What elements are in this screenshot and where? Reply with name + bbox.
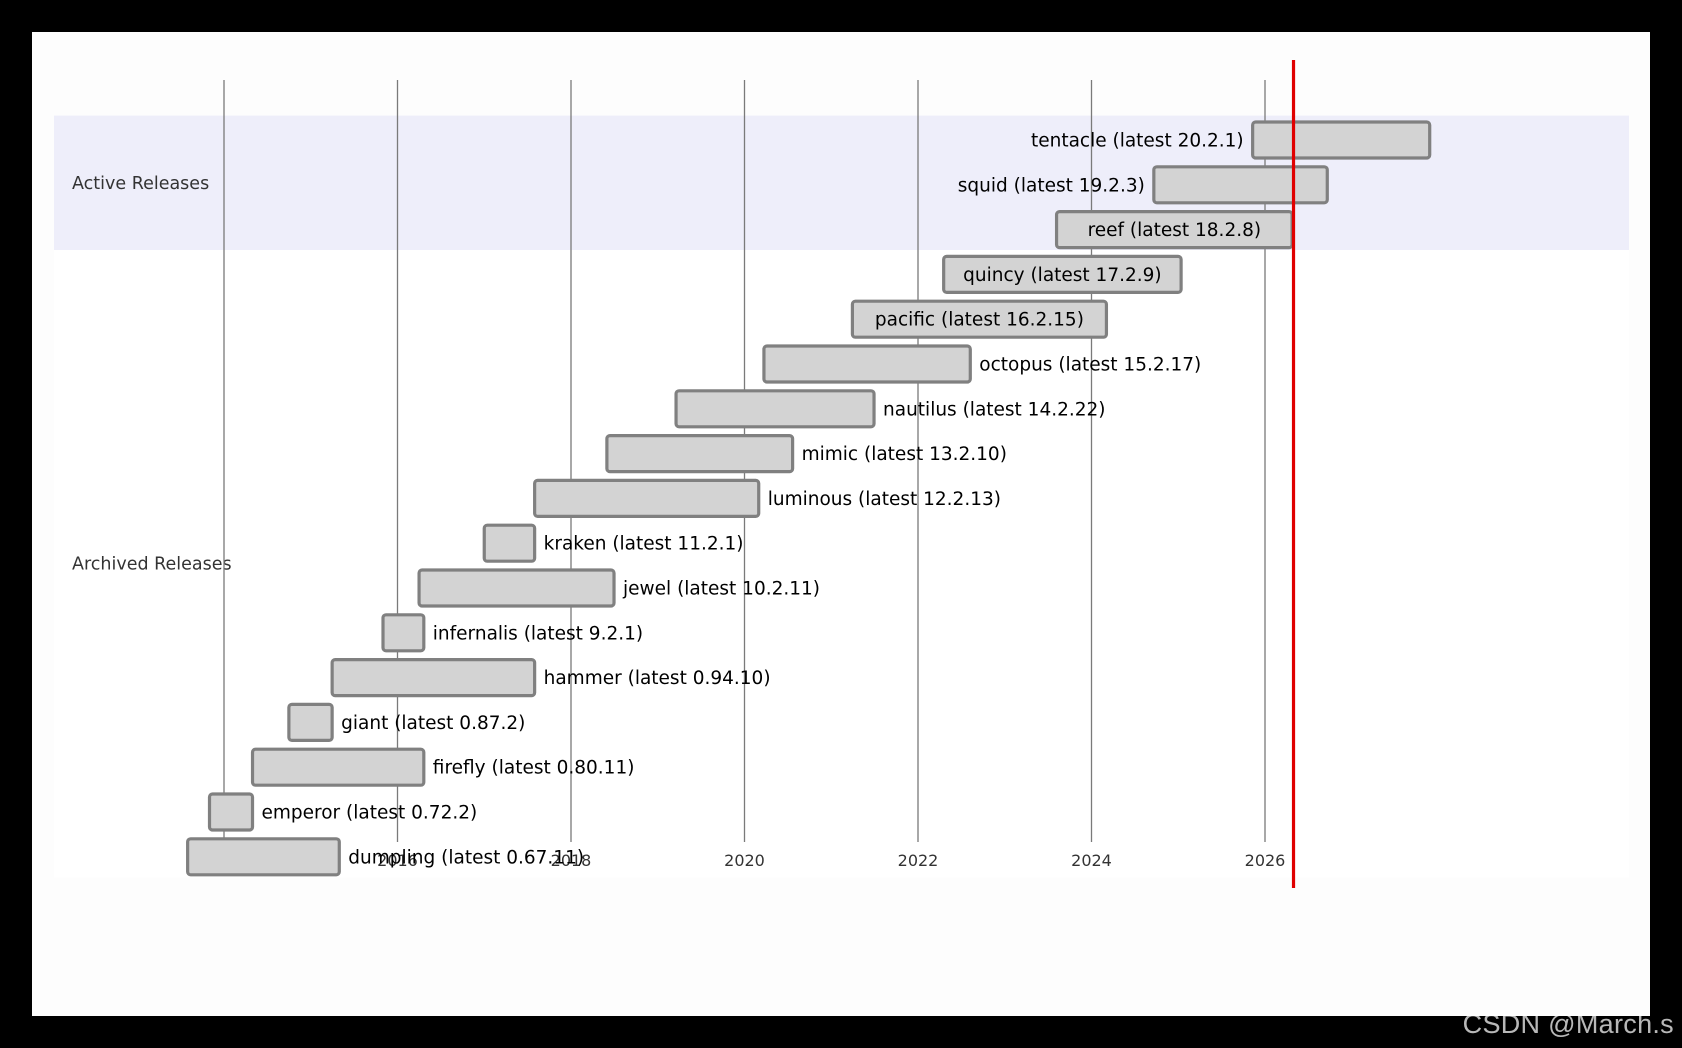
watermark: CSDN @March.s [1462,1009,1674,1039]
task-bar [207,792,255,832]
task-label: reef (latest 18.2.8) [1088,220,1262,241]
task-bar [674,389,876,429]
task-bar [381,613,426,653]
x-tick-label: 2022 [898,851,939,870]
task-label: tentacle (latest 20.2.1) [1031,131,1244,152]
task-bar [605,434,795,474]
task-label: quincy (latest 17.2.9) [963,265,1162,286]
task-label: hammer (latest 0.94.10) [544,668,771,689]
task-bar [762,344,972,384]
x-tick-label: 2020 [724,851,765,870]
task-bar [1251,120,1432,160]
task-label: giant (latest 0.87.2) [341,713,525,734]
task-bar [482,523,537,563]
x-tick-label: 2018 [551,851,592,870]
task-bar [942,254,1183,294]
x-tick-label: 2026 [1245,851,1286,870]
task-bar [330,657,537,698]
task-bar [850,299,1109,339]
task-label: octopus (latest 15.2.17) [979,355,1201,376]
task-label: squid (latest 19.2.3) [958,175,1145,196]
task-label: emperor (latest 0.72.2) [262,803,478,824]
task-label: dumpling (latest 0.67.11) [348,847,584,868]
task-bar [186,837,341,877]
task-label: kraken (latest 11.2.1) [544,534,744,555]
x-tick-label: 2024 [1071,851,1112,870]
task-bar [533,478,761,518]
task-label: infernalis (latest 9.2.1) [433,623,643,644]
task-label: mimic (latest 13.2.10) [802,444,1007,465]
task-label: firefly (latest 0.80.11) [433,758,635,779]
task-bar [287,702,334,743]
task-bar [417,568,616,608]
task-label: luminous (latest 12.2.13) [768,489,1001,510]
section-label: Active Releases [72,174,209,194]
task-bar [1152,165,1329,205]
x-tick-label: 2016 [377,851,418,870]
task-label: pacific (latest 16.2.15) [875,310,1084,331]
section-label: Archived Releases [72,555,232,575]
task-label: nautilus (latest 14.2.22) [883,399,1105,420]
task-bar [250,747,426,787]
task-label: jewel (latest 10.2.11) [622,579,820,600]
